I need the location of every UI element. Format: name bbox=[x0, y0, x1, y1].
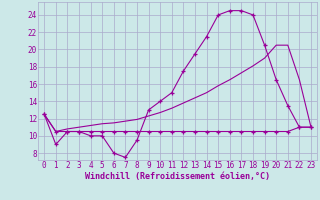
X-axis label: Windchill (Refroidissement éolien,°C): Windchill (Refroidissement éolien,°C) bbox=[85, 172, 270, 181]
